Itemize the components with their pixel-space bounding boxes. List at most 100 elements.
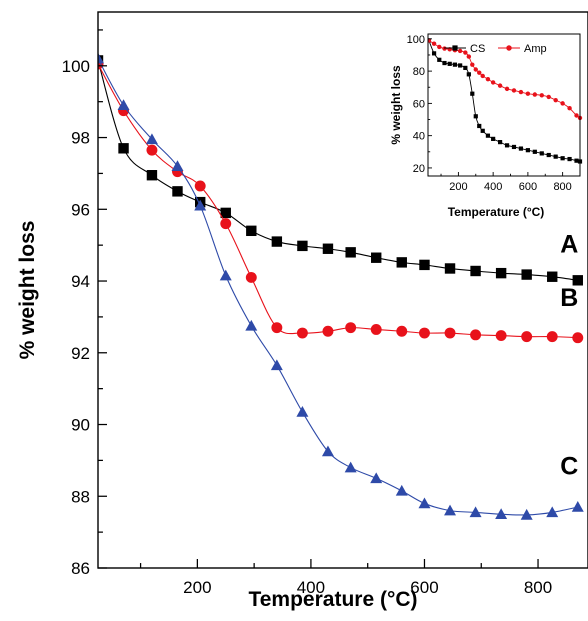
inset-point-cs [458, 63, 463, 68]
main-point-b [245, 271, 257, 283]
main-y-tick-label: 86 [71, 559, 90, 578]
main-point-c [296, 405, 309, 417]
inset-point-amp [437, 44, 442, 50]
main-x-axis-label: Temperature (°C) [248, 588, 417, 611]
inset-point-cs [466, 72, 471, 77]
inset-y-tick-label: 60 [413, 98, 425, 110]
main-point-b [521, 331, 533, 343]
inset-point-amp [567, 106, 572, 111]
inset-series-line-amp [428, 40, 581, 119]
main-point-c [370, 472, 383, 484]
inset-point-cs [553, 154, 558, 159]
main-plot: 200 400 600 800 86 88 90 92 94 96 98 100 Temperature… [16, 11, 588, 611]
main-point-a [172, 186, 183, 197]
main-point-a [495, 267, 507, 279]
main-point-c [270, 359, 283, 371]
main-point-a [547, 271, 558, 282]
inset-point-amp [466, 54, 472, 59]
inset-point-amp [463, 50, 468, 55]
inset-point-cs [567, 156, 572, 162]
inset-point-amp [525, 91, 531, 96]
inset-point-cs [532, 149, 537, 154]
inset-point-amp [574, 113, 579, 118]
main-point-a [396, 257, 407, 268]
main-point-b [296, 327, 308, 339]
inset-plot-frame [427, 33, 581, 177]
inset-point-amp [539, 93, 544, 98]
main-point-a [271, 236, 283, 247]
main-point-b [220, 218, 232, 230]
inset-point-amp [560, 101, 565, 106]
inset-background [384, 18, 546, 224]
inset-point-cs [504, 143, 510, 148]
inset-point-amp [546, 94, 551, 100]
inset-point-cs [546, 152, 551, 158]
main-y-tick-label: 88 [71, 487, 90, 506]
main-y-tick-label: 90 [71, 416, 90, 435]
series-label-c: C [560, 453, 578, 481]
main-point-c [495, 508, 508, 519]
main-point-b [470, 329, 482, 341]
inset-point-cs [539, 151, 544, 156]
main-point-b [546, 331, 558, 343]
main-point-a [470, 265, 481, 277]
inset-point-cs [447, 61, 452, 66]
main-y-tick-label: 96 [71, 200, 90, 219]
inset-point-amp [553, 97, 558, 103]
inset-point-cs [518, 146, 524, 151]
inset-point-cs [497, 140, 503, 145]
inset-point-cs [431, 51, 437, 56]
main-point-a [118, 143, 129, 154]
inset-point-cs [485, 133, 491, 138]
main-point-c [444, 504, 457, 516]
main-point-a [146, 170, 158, 181]
main-point-c [344, 461, 357, 473]
main-point-c [321, 445, 334, 457]
inset-point-cs [560, 156, 565, 161]
legend-label-cs: CS [470, 43, 485, 55]
inset-point-cs [473, 114, 478, 119]
main-y-tick-label: 92 [71, 344, 90, 363]
inset-legend: CS Amp [444, 43, 547, 55]
main-point-a [220, 207, 231, 219]
main-point-c [145, 133, 158, 145]
main-x-tick-label: 400 [297, 578, 325, 597]
main-point-c [395, 484, 408, 496]
main-y-tick-label: 94 [71, 272, 90, 291]
main-x-tick-label: 200 [183, 578, 211, 597]
inset-point-cs [470, 91, 475, 96]
main-y-tick-label: 100 [62, 57, 90, 76]
inset-point-amp [490, 80, 496, 85]
main-point-a [322, 243, 334, 254]
inset-y-tick-label: 80 [413, 66, 425, 78]
main-point-c [546, 506, 559, 518]
main-point-c [194, 199, 207, 211]
inset-x-tick-label: 800 [553, 181, 571, 193]
series-label-b: B [560, 284, 578, 312]
main-plot-frame [97, 11, 588, 569]
inset-point-cs [437, 57, 442, 62]
legend-marker-cs [452, 45, 458, 51]
inset-point-cs [442, 60, 447, 66]
main-point-b [419, 327, 430, 339]
main-point-b [345, 322, 357, 334]
main-point-c [117, 99, 130, 111]
inset-point-cs [511, 144, 517, 150]
inset-point-cs [463, 65, 468, 70]
inset-point-amp [504, 86, 510, 92]
main-point-a [444, 263, 456, 274]
main-y-tick-label: 98 [71, 129, 90, 148]
inset-point-amp [428, 38, 432, 43]
main-point-c [245, 319, 258, 331]
inset-point-amp [485, 76, 491, 82]
inset-point-cs [477, 123, 482, 129]
series-label-a: A [560, 230, 578, 258]
inset-point-amp [473, 67, 478, 72]
legend-label-amp: Amp [524, 43, 547, 55]
inset-series-line-cs [428, 40, 581, 162]
inset-y-tick-label: 40 [413, 131, 425, 143]
main-point-c [469, 506, 482, 518]
inset-x-tick-label: 600 [519, 181, 537, 193]
